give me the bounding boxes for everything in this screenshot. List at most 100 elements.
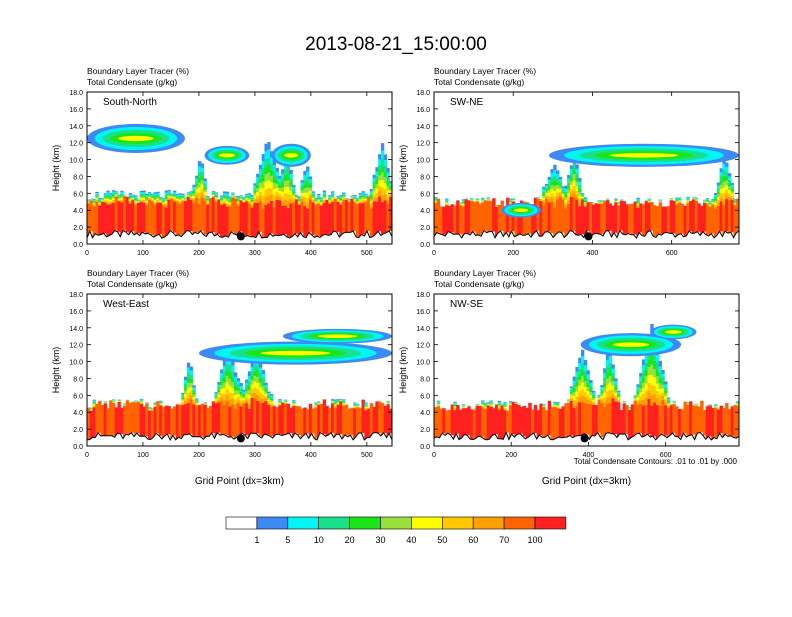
field-cell [159,403,162,404]
field-cell [156,193,159,194]
field-cell [553,165,556,170]
field-cell [140,401,143,402]
field-cell [203,179,206,182]
field-cell [292,402,295,403]
field-cell [686,198,689,199]
field-cell [215,192,218,193]
y-axis-label: Height (km) [398,145,408,192]
field-cell [445,203,448,204]
field-cell [289,174,292,178]
field-cell [292,192,295,194]
field-cell [201,172,204,176]
cloud-contour [219,153,235,157]
y-tick-label: 2.0 [420,225,430,232]
colorbar-swatch [473,517,504,529]
field-cell [203,184,206,187]
field-cell [437,405,440,406]
field-cell [312,191,315,192]
colorbar-swatch [381,517,412,529]
figure-title: 2013-08-21_15:00:00 [305,34,487,55]
x-tick-label: 0 [85,452,89,459]
field-cell [323,194,326,196]
field-cell [140,403,143,404]
panel-subtitle-1: Boundary Layer Tracer (%) [434,66,536,76]
field-cell [481,199,484,200]
field-cell [611,373,614,377]
x-tick-label: 0 [432,250,436,257]
field-cell [120,191,123,192]
field-cell [142,192,145,194]
field-cell [667,397,670,398]
field-cell [731,191,734,193]
field-cell [353,196,356,197]
field-cell [234,372,237,377]
field-cell [584,198,587,199]
field-cell [342,403,345,404]
cloud-layer [199,342,392,365]
field-cell [667,401,670,402]
field-cell [648,201,651,202]
y-tick-label: 10.0 [416,360,430,367]
x-tick-label: 100 [137,452,149,459]
field-cell [489,405,492,406]
field-cell [614,200,617,201]
field-cell [201,163,204,167]
colorbar-label: 50 [437,535,447,545]
field-cell [489,404,492,405]
y-tick-label: 14.0 [416,326,430,333]
y-axis-label: Height (km) [51,145,61,192]
field-cell [231,193,234,194]
field-cell [648,201,651,202]
field-cell [731,185,734,187]
panel-name: South-North [103,97,157,108]
field-cell [342,400,345,401]
field-cell [278,399,281,400]
y-tick-label: 4.0 [73,410,83,417]
field-cell [173,192,176,193]
field-cell [270,394,273,396]
field-cell [215,197,218,198]
cloud-contour [665,330,682,334]
field-cell [587,370,590,374]
field-cell [584,197,587,198]
field-cell [115,194,118,195]
field-cell [264,390,267,392]
field-cell [661,374,664,378]
x-axis-label: Grid Point (dx=3km) [195,476,284,487]
field-cell [434,197,437,198]
field-cell [445,199,448,200]
field-cell [276,172,279,176]
field-cell [664,384,667,387]
field-cell [342,194,345,195]
field-cell [453,404,456,405]
field-cell [270,400,273,402]
field-cell [706,199,709,200]
field-cell [115,193,118,194]
field-cell [587,374,590,378]
field-cell [584,360,587,365]
field-cell [140,401,143,402]
field-cell [190,371,193,375]
field-cell [148,192,151,193]
field-cell [614,201,617,202]
field-cell [342,402,345,403]
y-tick-label: 18.0 [69,90,83,97]
field-cell [212,191,215,192]
field-cell [292,400,295,401]
cloud-layer [501,203,541,218]
field-cell [592,396,595,398]
field-cell [226,192,229,194]
cloud-contour [610,153,678,158]
field-cell [93,402,96,403]
field-cell [489,401,492,402]
x-tick-label: 300 [249,452,261,459]
field-cell [295,196,298,197]
panel-name: NW-SE [450,299,483,310]
colorbar-swatch [411,517,442,529]
field-cell [481,198,484,199]
field-cell [312,193,315,194]
cloud-contour [613,342,649,347]
